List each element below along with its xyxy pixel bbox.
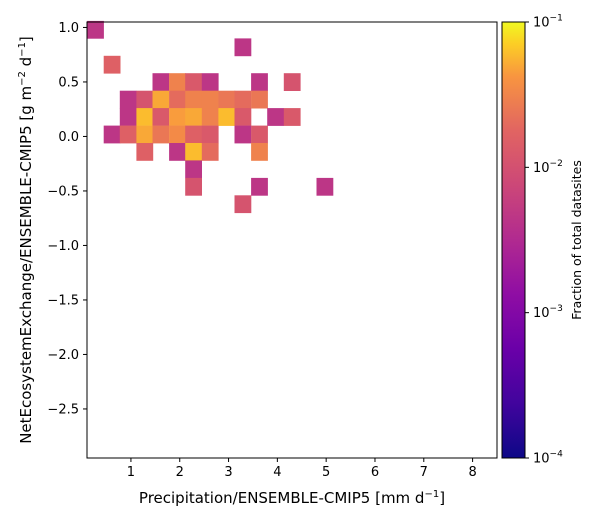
colorbar: [501, 21, 526, 459]
heatmap-cell: [136, 143, 154, 161]
colorbar-ticks: 10−1 10−2 10−3 10−4: [525, 14, 563, 467]
heatmap-cell: [152, 125, 170, 144]
colorbar-tick-label: 10−4: [533, 450, 563, 467]
heatmap-cell: [251, 125, 268, 144]
y-tick-label: −1.0: [47, 239, 79, 254]
colorbar-label: Fraction of total datasites: [569, 160, 584, 320]
heatmap-cell: [136, 90, 154, 109]
x-axis-label: Precipitation/ENSEMBLE-CMIP5 [mm d−1]: [139, 489, 445, 507]
y-tick-label: −0.5: [47, 184, 79, 199]
heatmap-cell: [201, 143, 219, 161]
heatmap-cell: [136, 125, 154, 144]
x-tick-label: 3: [224, 465, 232, 480]
heatmap-cell: [251, 143, 268, 161]
heatmap-cell: [201, 73, 219, 91]
heatmap-cell: [103, 125, 121, 144]
heatmap-cell: [283, 73, 301, 91]
heatmap-cell: [185, 143, 202, 161]
heatmap-cell: [152, 73, 170, 91]
y-tick-label: 0.0: [58, 130, 79, 145]
heatmap-cell: [119, 90, 137, 109]
heatmap-cell: [119, 125, 137, 144]
heatmap-cell: [169, 143, 186, 161]
heatmap-cell: [218, 90, 236, 109]
colorbar-tick-label: 10−1: [533, 14, 563, 31]
y-tick-label: −1.5: [47, 293, 79, 308]
heatmap-cell: [169, 90, 186, 109]
x-axis: 1 2 3 4 5 6 7 8: [127, 458, 477, 480]
heatmap-cell: [283, 108, 301, 126]
y-tick-label: 0.5: [58, 75, 79, 90]
heatmap-cell: [185, 125, 202, 144]
heatmap-cell: [251, 73, 268, 91]
heatmap-cell: [169, 73, 186, 91]
heatmap-cell: [234, 195, 252, 214]
heatmap-cell: [251, 177, 268, 196]
heatmap-cells: [87, 20, 334, 214]
x-tick-label: 8: [468, 465, 476, 480]
x-tick-label: 6: [371, 465, 379, 480]
heatmap-cell: [87, 20, 104, 39]
heatmap-cell: [185, 90, 202, 109]
y-axis: 1.0 0.5 0.0 −0.5 −1.0 −1.5 −2.0 −2.5: [47, 21, 87, 417]
heatmap-cell: [267, 108, 284, 126]
plot-frame: [86, 21, 498, 459]
heatmap-cell: [136, 108, 154, 126]
heatmap-cell: [201, 108, 219, 126]
x-tick-label: 4: [273, 465, 281, 480]
heatmap-cell: [152, 108, 170, 126]
heatmap-cell: [119, 108, 137, 126]
heatmap-cell: [185, 73, 202, 91]
heatmap-cell: [234, 38, 252, 57]
colorbar-tick-label: 10−2: [533, 159, 563, 176]
x-tick-label: 5: [322, 465, 330, 480]
heatmap-cell: [201, 90, 219, 109]
y-tick-label: 1.0: [58, 21, 79, 36]
heatmap-cell: [185, 177, 202, 196]
heatmap-cell: [103, 55, 121, 74]
heatmap-cell: [201, 125, 219, 144]
y-tick-label: −2.5: [47, 402, 79, 417]
colorbar-tick-label: 10−3: [533, 304, 563, 321]
heatmap-cell: [169, 108, 186, 126]
heatmap-cell: [169, 125, 186, 144]
heatmap-cell: [185, 160, 202, 179]
heatmap-cell: [152, 90, 170, 109]
heatmap-cell: [234, 108, 252, 126]
x-tick-label: 2: [176, 465, 184, 480]
y-tick-label: −2.0: [47, 348, 79, 363]
x-tick-label: 1: [127, 465, 135, 480]
heatmap-cell: [251, 90, 268, 109]
x-tick-label: 7: [420, 465, 428, 480]
heatmap-cell: [218, 108, 236, 126]
heatmap-cell: [234, 125, 252, 144]
heatmap-cell: [234, 90, 252, 109]
heatmap-cell: [316, 177, 334, 196]
heatmap-cell: [185, 108, 202, 126]
y-axis-label: NetEcosystemExchange/ENSEMBLE-CMIP5 [g m…: [17, 36, 35, 444]
